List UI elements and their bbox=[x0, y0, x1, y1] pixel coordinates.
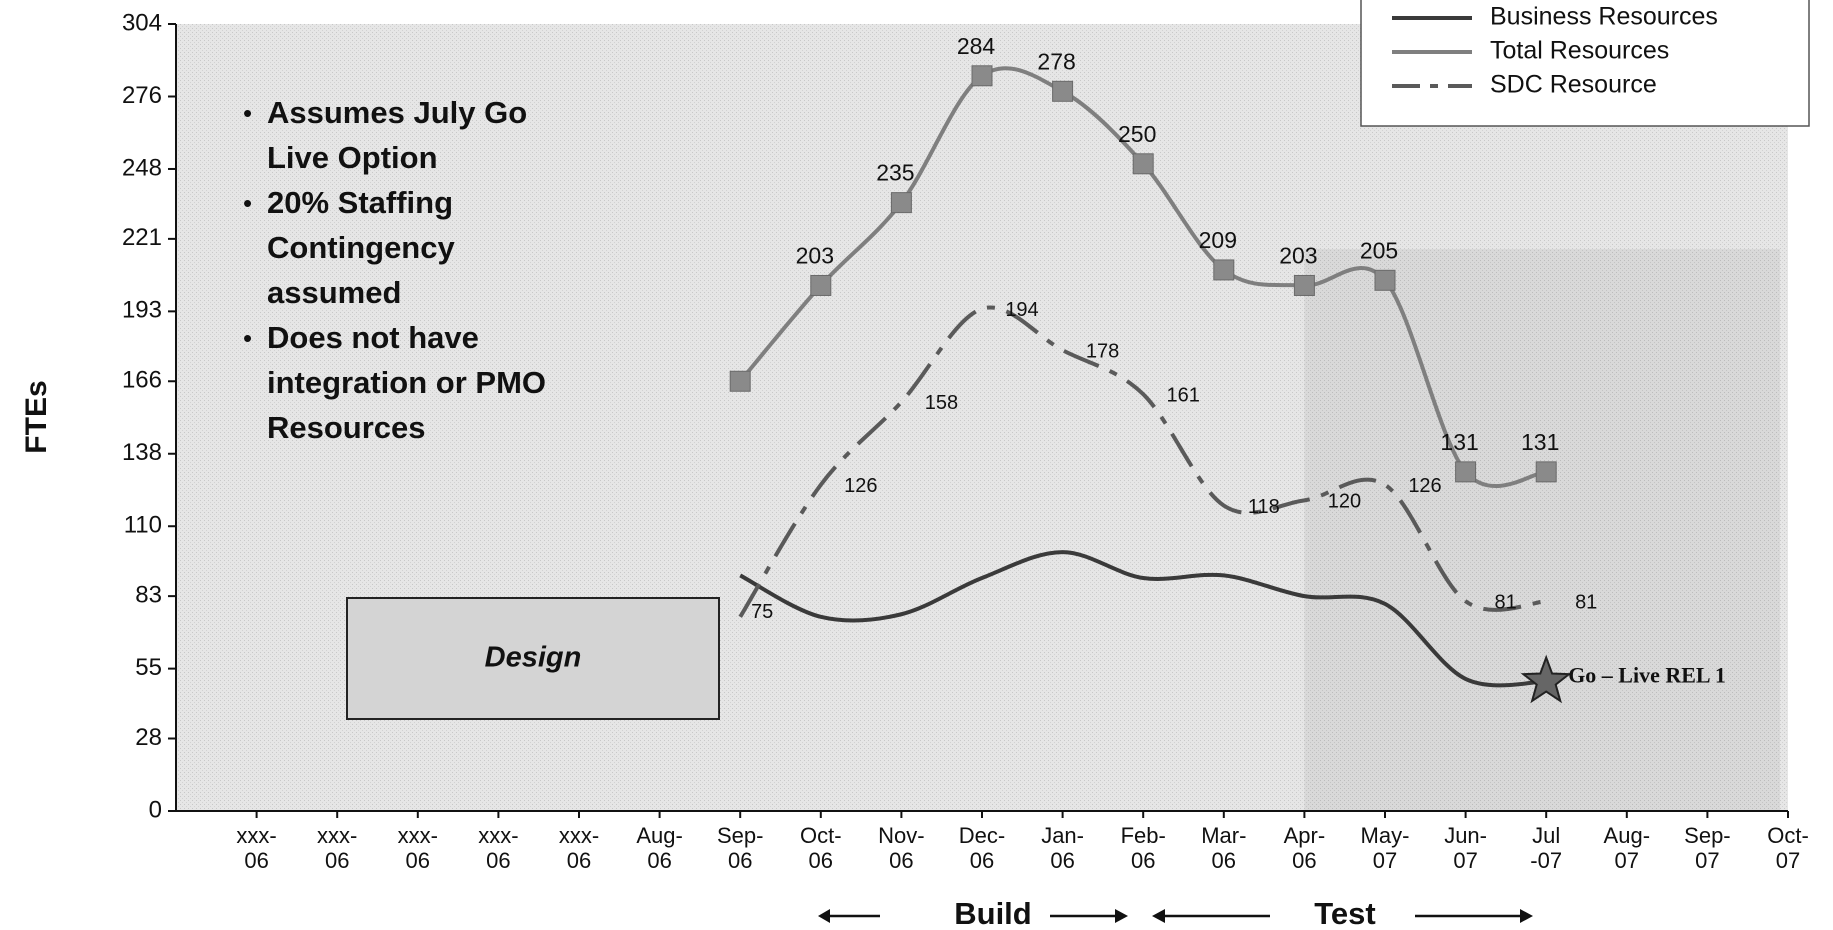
marker bbox=[1132, 153, 1154, 175]
marker bbox=[1052, 80, 1074, 102]
x-tick-label: Sep-07 bbox=[1684, 823, 1730, 873]
design-box bbox=[346, 597, 720, 720]
x-tick-label: Sep-06 bbox=[717, 823, 763, 873]
y-tick-label: 304 bbox=[122, 9, 162, 36]
milestone-label: Go – Live REL 1 bbox=[1568, 663, 1726, 688]
x-tick-label: Dec-06 bbox=[959, 823, 1005, 873]
y-tick-label: 221 bbox=[122, 224, 162, 251]
x-tick-label: Jul -07 bbox=[1530, 823, 1562, 873]
value-label: 120 bbox=[1328, 491, 1361, 513]
x-tick-label: Jan-06 bbox=[1041, 823, 1084, 873]
legend-label: Total Resources bbox=[1490, 37, 1669, 65]
x-tick-label: Aug-07 bbox=[1604, 823, 1650, 873]
marker bbox=[1293, 274, 1315, 296]
legend-label: Business Resources bbox=[1490, 3, 1718, 31]
note-line: Live Option bbox=[267, 140, 438, 175]
x-tick-label: xxx-06 bbox=[398, 823, 438, 873]
y-tick-label: 0 bbox=[149, 796, 162, 823]
value-label: 284 bbox=[957, 33, 996, 59]
bullet: • bbox=[243, 98, 252, 128]
x-tick-label: Oct-06 bbox=[800, 823, 842, 873]
note-line: Contingency bbox=[267, 230, 455, 265]
marker bbox=[1535, 461, 1557, 483]
value-label: 126 bbox=[1408, 475, 1441, 497]
value-label: 203 bbox=[796, 243, 834, 269]
phase-label: Test bbox=[1314, 896, 1375, 930]
marker bbox=[971, 65, 993, 87]
x-tick-label: Jun-07 bbox=[1444, 823, 1487, 873]
value-label: 235 bbox=[876, 160, 914, 186]
note-line: assumed bbox=[267, 275, 401, 310]
y-tick-label: 248 bbox=[122, 154, 162, 181]
y-tick-label: 55 bbox=[135, 654, 162, 681]
legend-label: SDC Resource bbox=[1490, 71, 1657, 99]
x-tick-label: Aug-06 bbox=[636, 823, 682, 873]
note-line: Assumes July Go bbox=[267, 95, 527, 130]
value-label: 126 bbox=[844, 475, 877, 497]
marker bbox=[1213, 259, 1235, 281]
y-tick-label: 276 bbox=[122, 82, 162, 109]
x-tick-label: Nov-06 bbox=[878, 823, 924, 873]
value-label: 75 bbox=[751, 601, 773, 623]
y-tick-label: 166 bbox=[122, 367, 162, 394]
value-label: 278 bbox=[1037, 48, 1075, 74]
y-tick-label: 193 bbox=[122, 297, 162, 324]
marker bbox=[729, 370, 751, 392]
value-label: 81 bbox=[1494, 592, 1516, 614]
milestone-star bbox=[1520, 654, 1572, 704]
value-label: 194 bbox=[1005, 299, 1038, 321]
x-tick-label: May-07 bbox=[1361, 823, 1410, 873]
value-label: 81 bbox=[1575, 592, 1597, 614]
note-line: Does not have bbox=[267, 320, 479, 355]
y-tick-label: 83 bbox=[135, 581, 162, 608]
value-label: 131 bbox=[1440, 429, 1478, 455]
marker bbox=[1374, 269, 1396, 291]
value-label: 178 bbox=[1086, 340, 1119, 362]
test-region bbox=[1304, 249, 1780, 811]
value-label: 118 bbox=[1248, 496, 1280, 518]
x-tick-label: xxx-06 bbox=[236, 823, 276, 873]
x-tick-label: Apr-06 bbox=[1284, 823, 1326, 873]
marker bbox=[810, 274, 832, 296]
marker bbox=[890, 192, 912, 214]
x-tick-label: Oct-07 bbox=[1767, 823, 1809, 873]
x-tick-label: Feb-06 bbox=[1121, 823, 1166, 873]
value-label: 250 bbox=[1118, 121, 1156, 147]
y-tick-label: 28 bbox=[135, 724, 162, 751]
value-label: 203 bbox=[1279, 243, 1317, 269]
value-label: 131 bbox=[1521, 429, 1559, 455]
x-tick-label: xxx-06 bbox=[478, 823, 518, 873]
phase-arrows bbox=[818, 909, 1533, 923]
note-line: integration or PMO bbox=[267, 365, 546, 400]
series-line bbox=[739, 550, 1547, 688]
bullet: • bbox=[243, 188, 252, 218]
note-line: 20% Staffing bbox=[267, 185, 453, 220]
phase-label: Build bbox=[954, 896, 1032, 930]
design-label: Design bbox=[485, 642, 582, 674]
value-label: 161 bbox=[1167, 384, 1200, 406]
legend-box bbox=[1360, 0, 1810, 127]
y-axis-label: FTEs bbox=[20, 380, 53, 453]
note-line: Resources bbox=[267, 410, 426, 445]
marker bbox=[1455, 461, 1477, 483]
value-label: 205 bbox=[1360, 237, 1398, 263]
y-tick-label: 110 bbox=[124, 512, 162, 539]
value-label: 209 bbox=[1199, 227, 1237, 253]
x-tick-label: Mar-06 bbox=[1201, 823, 1246, 873]
bullet: • bbox=[243, 323, 252, 353]
y-tick-label: 138 bbox=[122, 439, 162, 466]
value-label: 158 bbox=[925, 392, 958, 414]
x-tick-label: xxx-06 bbox=[317, 823, 357, 873]
series-line bbox=[738, 305, 1547, 618]
x-tick-label: xxx-06 bbox=[559, 823, 599, 873]
